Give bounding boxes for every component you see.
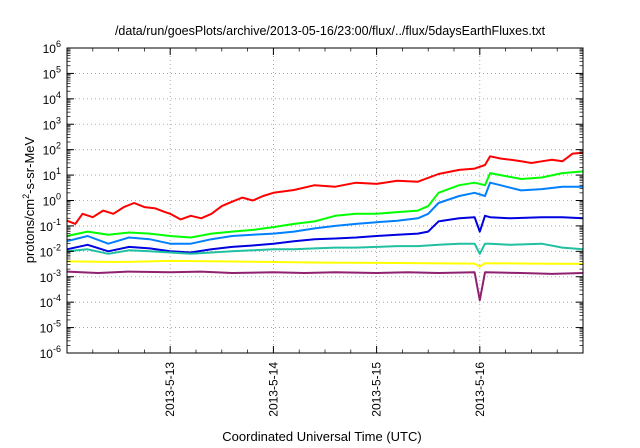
series-line-4 xyxy=(66,214,584,254)
y-axis-label-sup: 2 xyxy=(21,194,31,199)
y-tick-label: 102 xyxy=(43,141,61,158)
y-axis-label-base: protons/cm xyxy=(22,199,37,263)
y-tick-label: 10-3 xyxy=(40,268,61,285)
y-tick-label: 106 xyxy=(43,39,61,56)
x-tick-label: 2013-5-16 xyxy=(473,362,487,417)
y-tick-label: 105 xyxy=(43,64,61,81)
y-tick-label: 101 xyxy=(43,166,61,183)
y-tick-label: 10-2 xyxy=(40,242,61,259)
series-line-5 xyxy=(66,242,584,255)
y-tick-label: 100 xyxy=(43,192,61,209)
chart-title: /data/run/goesPlots/archive/2013-05-16/2… xyxy=(115,24,546,38)
x-axis-label: Coordinated Universal Time (UTC) xyxy=(222,429,421,444)
y-tick-label: 10-5 xyxy=(40,319,61,336)
y-tick-label: 103 xyxy=(43,115,61,132)
y-tick-label: 10-6 xyxy=(40,344,61,361)
x-tick-label: 2013-5-15 xyxy=(370,362,384,417)
series-line-3 xyxy=(66,181,583,245)
x-tick-label: 2013-5-14 xyxy=(266,362,280,417)
y-tick-label: 10-4 xyxy=(40,293,61,310)
x-tick-label: 2013-5-13 xyxy=(163,362,177,417)
grid-lines xyxy=(67,48,583,353)
y-axis-label: protons/cm2-s-sr-MeV xyxy=(21,136,37,263)
y-tick-label: 104 xyxy=(43,90,61,107)
y-axis-label-rest: -s-sr-MeV xyxy=(22,136,37,193)
series-line-7 xyxy=(66,270,584,302)
series-line-6 xyxy=(66,259,584,268)
axis-ticks: 10-6 10-5 10-4 10-3 10-2 10-1 100 101 102 103 104 1… xyxy=(40,39,583,417)
series-line-1 xyxy=(66,151,584,225)
series-line-2 xyxy=(66,170,584,239)
y-tick-label: 10-1 xyxy=(40,217,61,234)
data-series xyxy=(66,151,584,302)
